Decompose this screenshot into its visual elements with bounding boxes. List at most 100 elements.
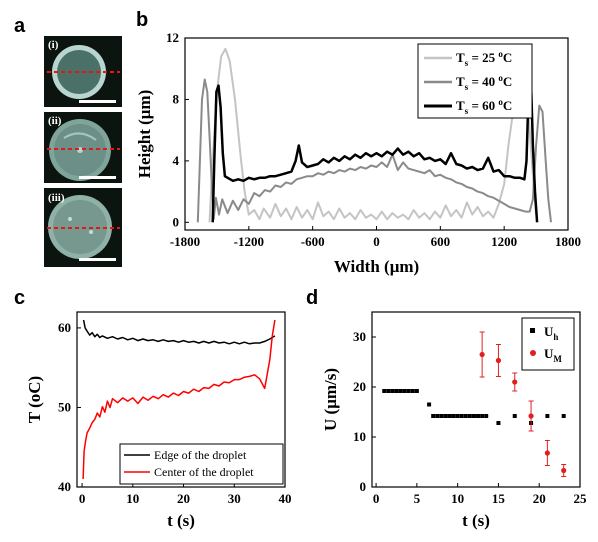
series-line-1 — [208, 47, 538, 223]
uh-marker — [382, 389, 387, 393]
um-marker — [561, 467, 567, 474]
chart-c: 0 10 20 30 40 40 50 60 Edge of the droplet Center… — [25, 311, 292, 530]
droplet-core — [53, 200, 107, 254]
legend-label: Edge of the droplet — [154, 448, 247, 462]
uh-marker — [390, 389, 395, 393]
micrograph-label: (ii) — [48, 115, 62, 127]
y-tick-label: 12 — [166, 30, 179, 45]
legend-label: Uh — [544, 324, 558, 342]
panel-a: (i) (ii) (iii) — [44, 36, 122, 267]
legend-box — [119, 443, 284, 485]
legend-label-suffix: = 60 — [468, 98, 498, 113]
legend-label: Ts = 60 oC — [456, 97, 512, 116]
legend-label-suffix: = 40 — [468, 74, 498, 89]
uh-marker — [431, 414, 436, 418]
uh-marker — [394, 389, 399, 393]
legend-label-prefix: T — [456, 98, 465, 113]
deposit-pattern — [63, 132, 97, 141]
y-axis-label: U (μm/s) — [321, 368, 340, 431]
scale-bar — [79, 258, 116, 261]
um-marker — [528, 413, 534, 419]
y-tick-label: 0 — [360, 479, 367, 494]
panel-letter-b: b — [136, 9, 148, 31]
um-marker — [495, 357, 502, 364]
chart-b: -1800 -1200 -600 0 600 1200 1800 0 4 8 12 Ts = 25 o… — [135, 30, 581, 276]
uh-marker — [455, 414, 460, 418]
deposit-speck — [68, 217, 72, 221]
legend-label: Ts = 25 oC — [456, 49, 512, 68]
uh-marker — [402, 389, 407, 393]
x-tick-label: 25 — [574, 491, 588, 506]
uh-marker — [443, 414, 448, 418]
y-tick-label: 20 — [353, 379, 366, 394]
legend-label-suffix: = 25 — [468, 50, 498, 65]
y-tick-label: 50 — [58, 399, 71, 414]
um-marker — [544, 450, 550, 456]
uh-marker — [463, 414, 468, 418]
legend-label-prefix: T — [456, 74, 465, 89]
scale-bar — [79, 100, 116, 103]
uh-marker — [386, 389, 391, 393]
y-tick-label: 0 — [173, 214, 180, 229]
legend-label: Ts = 40 oC — [456, 73, 512, 92]
x-tick-label: 10 — [126, 491, 139, 506]
y-tick-label: 8 — [173, 91, 180, 106]
uh-marker — [451, 414, 456, 418]
uh-marker — [484, 414, 489, 418]
uh-marker — [496, 421, 501, 425]
um-marker — [512, 379, 518, 385]
legend-label-unit: C — [503, 98, 512, 113]
legend-box — [521, 317, 575, 371]
uh-marker — [471, 414, 476, 418]
panel-letter-c: c — [14, 287, 25, 309]
legend-label-sub: s — [465, 82, 469, 92]
x-tick-label: 15 — [492, 491, 506, 506]
x-tick-label: 30 — [228, 491, 241, 506]
legend-label-prefix: T — [456, 50, 465, 65]
uh-marker — [414, 389, 419, 393]
micrograph-label: (iii) — [48, 192, 65, 204]
legend-label-base: U — [544, 346, 554, 361]
legend-label-unit: C — [503, 74, 512, 89]
x-tick-label: 20 — [533, 491, 546, 506]
legend-label-sup: o — [498, 97, 503, 107]
legend-label-sub: s — [465, 58, 469, 68]
uh-marker — [406, 389, 411, 393]
micrograph-3: (iii) — [44, 188, 122, 267]
uh-marker — [561, 414, 566, 418]
uh-marker — [545, 414, 550, 418]
y-tick-label: 10 — [353, 429, 366, 444]
x-tick-label: -600 — [301, 234, 325, 249]
x-tick-label: 0 — [373, 234, 380, 249]
legend-label-unit: C — [503, 50, 512, 65]
plot-frame — [371, 311, 581, 488]
plot-frame — [76, 311, 286, 488]
micrograph-1: (i) — [44, 36, 122, 107]
uh-marker — [447, 414, 452, 418]
legend-label-sup: o — [498, 49, 503, 59]
uh-marker — [512, 414, 517, 418]
x-tick-label: 10 — [451, 491, 464, 506]
uh-marker — [439, 414, 444, 418]
x-tick-label: 1200 — [491, 234, 517, 249]
uh-marker — [459, 414, 464, 418]
series-line-3 — [211, 84, 539, 223]
x-tick-label: 5 — [414, 491, 421, 506]
micrograph-label: (i) — [48, 39, 59, 51]
x-tick-label: 1800 — [555, 234, 581, 249]
uh-marker — [476, 414, 481, 418]
uh-marker — [410, 389, 415, 393]
legend-label: Center of the droplet — [154, 465, 254, 479]
legend-label-base: U — [544, 324, 554, 339]
panel-letter-a: a — [14, 15, 26, 37]
panel-letter-d: d — [306, 287, 318, 309]
x-tick-label: 40 — [279, 491, 292, 506]
y-tick-label: 60 — [58, 320, 71, 335]
uh-marker — [480, 414, 485, 418]
y-axis-label: Height (μm) — [135, 90, 154, 178]
series-line-1 — [82, 319, 276, 345]
series-line-2 — [196, 78, 552, 223]
